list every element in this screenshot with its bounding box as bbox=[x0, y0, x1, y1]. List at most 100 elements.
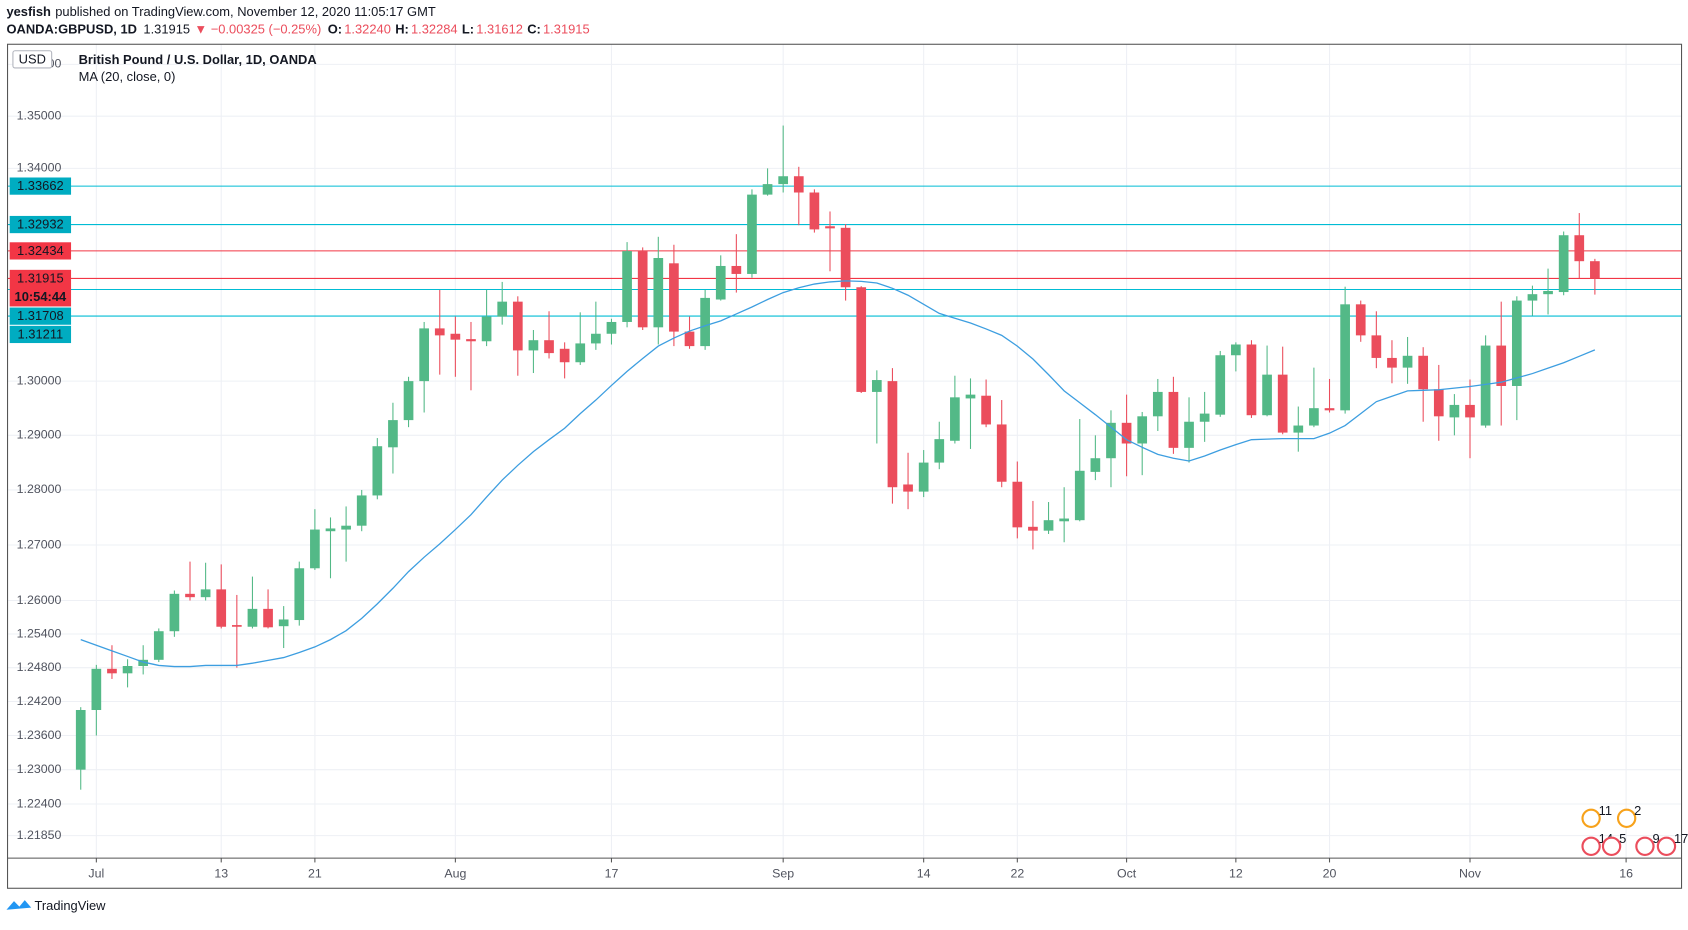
frame bbox=[6, 43, 1683, 889]
candle-body bbox=[653, 258, 664, 328]
candle-body bbox=[934, 439, 945, 463]
candle-body bbox=[700, 297, 710, 347]
event-icon bbox=[1635, 836, 1655, 856]
countdown: 10:54:44 bbox=[15, 289, 67, 304]
candle-body bbox=[1465, 404, 1475, 418]
candle-body bbox=[1184, 421, 1194, 448]
candle-body bbox=[575, 343, 586, 363]
symbol: OANDA:GBPUSD, 1D bbox=[6, 22, 137, 37]
candle-body bbox=[840, 227, 851, 288]
candle-body bbox=[1293, 425, 1304, 433]
candle-body bbox=[1324, 408, 1335, 411]
candle-body bbox=[1449, 404, 1460, 418]
candle-body bbox=[825, 226, 835, 229]
candle-body bbox=[1012, 481, 1023, 528]
close: 1.31915 bbox=[543, 22, 590, 37]
candle-body bbox=[466, 339, 476, 342]
y-tick-label: 1.24200 bbox=[17, 694, 62, 708]
candle-body bbox=[1418, 355, 1429, 390]
candle-body bbox=[138, 659, 149, 667]
candle-body bbox=[622, 251, 632, 322]
currency-box bbox=[12, 50, 53, 69]
candle-body bbox=[185, 593, 195, 598]
candle-body bbox=[1387, 357, 1397, 368]
candle-body bbox=[903, 484, 913, 492]
l-label: L: bbox=[462, 22, 474, 37]
y-tick-label: 1.21850 bbox=[17, 828, 62, 842]
event-count: 17 bbox=[1674, 831, 1688, 846]
candle-body bbox=[1028, 526, 1038, 531]
low: 1.31612 bbox=[476, 22, 523, 37]
y-tick-label: 1.28000 bbox=[17, 482, 62, 496]
event-count: 11 bbox=[1599, 803, 1612, 818]
y-tick-label: 1.23000 bbox=[17, 762, 62, 776]
candle-body bbox=[1543, 290, 1553, 295]
change: ▼ −0.00325 (−0.25%) bbox=[194, 22, 321, 37]
candle-body bbox=[637, 251, 648, 328]
candle-body bbox=[950, 397, 960, 441]
ma-line bbox=[80, 280, 1596, 668]
x-tick-label: Aug bbox=[444, 867, 466, 881]
candle-body bbox=[1215, 355, 1226, 415]
currency: USD bbox=[19, 51, 46, 66]
y-tick-label: 1.30000 bbox=[17, 373, 62, 387]
event-icon bbox=[1601, 836, 1622, 856]
x-tick-label: 17 bbox=[605, 867, 619, 881]
o-label: O: bbox=[328, 22, 342, 37]
candle-body bbox=[1511, 300, 1522, 386]
price-label-box bbox=[9, 215, 72, 234]
h-label: H: bbox=[395, 22, 409, 37]
candle-body bbox=[1371, 335, 1382, 358]
candle-body bbox=[1277, 374, 1288, 433]
last-price: 1.31915 bbox=[143, 22, 190, 37]
y-tick-label: 1.23600 bbox=[17, 728, 62, 742]
candle-body bbox=[372, 446, 383, 496]
price-labels: 1.33662 1.32932 1.32434 1.31915 10:54:44 1.31… bbox=[9, 177, 1688, 856]
candle-body bbox=[1433, 389, 1444, 417]
candle-body bbox=[1152, 391, 1163, 417]
candle-body bbox=[1309, 408, 1319, 426]
x-tick-label: 14 bbox=[917, 867, 931, 881]
candle-body bbox=[169, 593, 180, 632]
candle-body bbox=[606, 321, 617, 334]
candle-body bbox=[356, 495, 367, 526]
candle-body bbox=[481, 316, 492, 342]
candle-body bbox=[294, 568, 305, 621]
ma-label: MA (20, close, 0) bbox=[79, 69, 176, 84]
event-count: 5 bbox=[1619, 831, 1626, 846]
candle-body bbox=[341, 525, 351, 530]
candle-body bbox=[200, 589, 211, 598]
candle-body bbox=[1340, 304, 1350, 411]
price-label-box bbox=[9, 269, 72, 307]
candle-body bbox=[1059, 518, 1069, 522]
y-tick-label: 1.35000 bbox=[17, 108, 62, 122]
y-tick-label: 1.34000 bbox=[17, 161, 62, 175]
author: yesfish bbox=[6, 4, 51, 19]
event-icon bbox=[1616, 808, 1637, 828]
candle-body bbox=[1590, 261, 1600, 279]
candle-body bbox=[1090, 458, 1101, 472]
candle-body bbox=[310, 529, 320, 569]
x-tick-label: 21 bbox=[308, 867, 322, 881]
candle-body bbox=[91, 668, 102, 711]
candle-body bbox=[1480, 345, 1491, 426]
candle-body bbox=[1121, 422, 1132, 444]
brand: TradingView bbox=[34, 898, 106, 913]
candle-body bbox=[669, 263, 679, 332]
price-label: 1.31708 bbox=[17, 308, 64, 323]
candle-body bbox=[247, 608, 258, 627]
candle-body bbox=[122, 666, 133, 674]
price-label-box bbox=[9, 307, 72, 325]
candle-body bbox=[1137, 416, 1148, 444]
candle-body bbox=[747, 194, 757, 274]
candle-body bbox=[388, 420, 398, 448]
candle-body bbox=[1574, 235, 1585, 262]
published: published on TradingView.com, November 1… bbox=[55, 4, 436, 19]
event-count: 2 bbox=[1634, 803, 1641, 818]
candle-body bbox=[153, 631, 164, 660]
candle-body bbox=[544, 340, 554, 354]
price-label-box bbox=[9, 242, 72, 260]
event-count: 9 bbox=[1652, 831, 1659, 846]
